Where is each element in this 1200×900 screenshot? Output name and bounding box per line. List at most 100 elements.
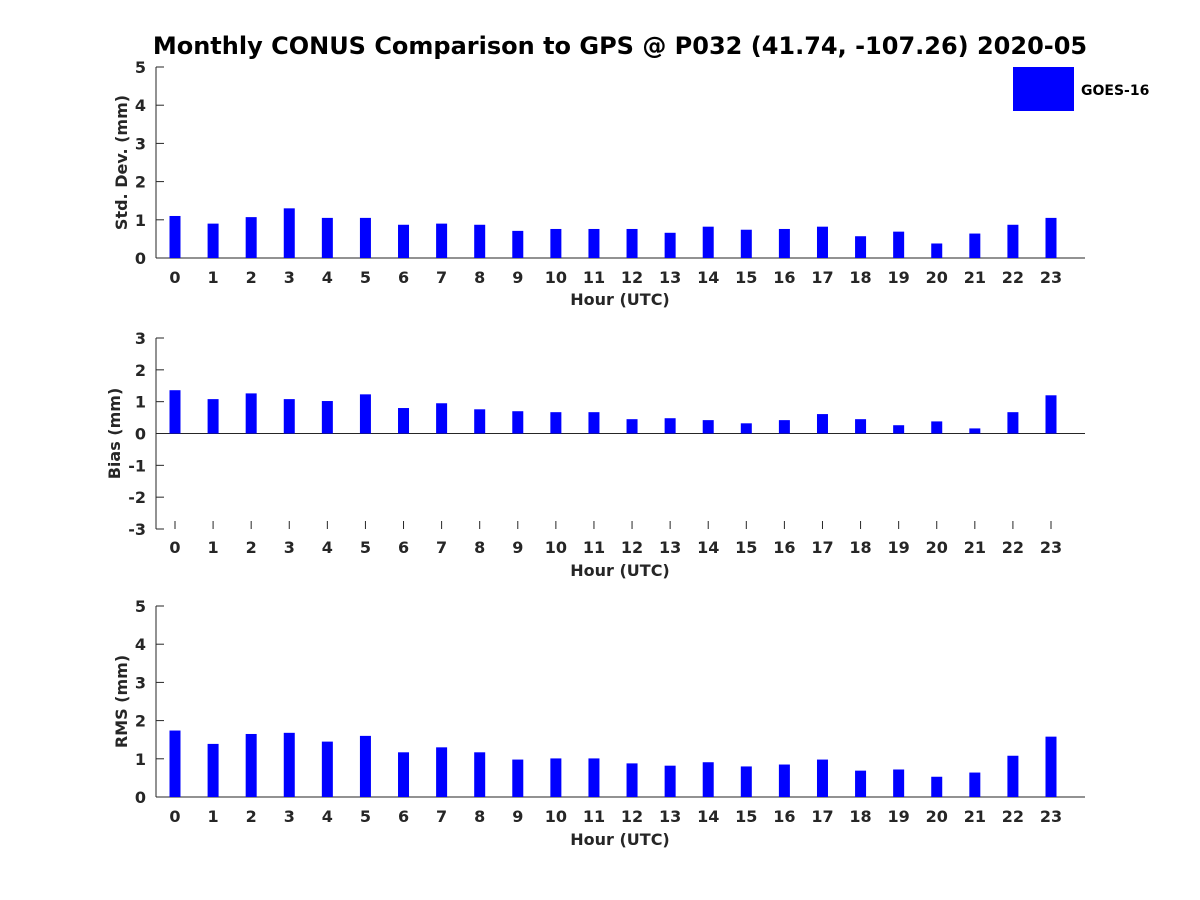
- bias-bar-hour-11: [588, 412, 600, 434]
- rms-bar-hour-21: [969, 772, 981, 797]
- bias-x-tick-label: 13: [659, 538, 681, 557]
- rms-y-tick-label: 4: [135, 635, 146, 654]
- std-dev-bar-hour-14: [702, 226, 714, 258]
- bias-x-tick-label: 17: [811, 538, 833, 557]
- std-dev-x-tick-label: 22: [1002, 268, 1024, 287]
- bias-x-tick-label: 4: [322, 538, 333, 557]
- rms-x-tick-label: 15: [735, 807, 757, 826]
- std-dev-bar-hour-8: [474, 224, 486, 258]
- std-dev-bar-hour-22: [1007, 224, 1019, 258]
- std-dev-bar-hour-23: [1045, 217, 1057, 258]
- chart-title: Monthly CONUS Comparison to GPS @ P032 (…: [153, 32, 1087, 60]
- rms-x-tick-label: 22: [1002, 807, 1024, 826]
- bias-y-tick-label: -3: [128, 520, 146, 539]
- bias-bar-hour-3: [283, 399, 295, 434]
- std-dev-bar-hour-15: [740, 229, 752, 258]
- rms-bar-hour-11: [588, 758, 600, 797]
- std-dev-x-tick-label: 14: [697, 268, 719, 287]
- std-dev-x-tick-label: 11: [583, 268, 605, 287]
- rms-bar-hour-16: [778, 764, 790, 797]
- bias-bar-hour-20: [931, 421, 943, 434]
- legend: GOES-16: [1013, 67, 1149, 111]
- legend-label: GOES-16: [1081, 83, 1149, 99]
- bias-bar-hour-22: [1007, 412, 1019, 434]
- rms-y-tick-label: 5: [135, 597, 146, 616]
- std-dev-bar-hour-7: [436, 223, 448, 258]
- rms-bar-hour-12: [626, 763, 638, 797]
- bias-x-axis-label: Hour (UTC): [570, 561, 670, 580]
- rms-x-tick-label: 2: [246, 807, 257, 826]
- bias-bar-hour-6: [398, 408, 410, 434]
- bias-bar-hour-17: [816, 414, 828, 434]
- bias-x-tick-label: 11: [583, 538, 605, 557]
- std-dev-bar-hour-18: [855, 236, 867, 258]
- bias-x-tick-label: 6: [398, 538, 409, 557]
- rms-bar-hour-1: [207, 743, 219, 797]
- rms-y-tick-label: 2: [135, 712, 146, 731]
- std-dev-x-tick-label: 1: [208, 268, 219, 287]
- rms-x-tick-label: 13: [659, 807, 681, 826]
- bias-y-axis-label: Bias (mm): [105, 388, 124, 480]
- std-dev-bar-hour-2: [245, 217, 257, 258]
- bias-bar-hour-7: [436, 403, 448, 434]
- bias-bar-hour-0: [169, 390, 181, 434]
- std-dev-y-axis-label: Std. Dev. (mm): [112, 95, 131, 230]
- rms-x-tick-label: 12: [621, 807, 643, 826]
- bias-x-tick-label: 19: [888, 538, 910, 557]
- std-dev-x-tick-label: 4: [322, 268, 333, 287]
- bias-bar-hour-12: [626, 419, 638, 434]
- std-dev-bar-hour-4: [321, 217, 333, 258]
- bias-bar-hour-15: [740, 423, 752, 434]
- std-dev-bar-hour-6: [398, 224, 410, 258]
- std-dev-x-tick-label: 16: [773, 268, 795, 287]
- rms-bar-hour-23: [1045, 736, 1057, 797]
- bias-y-tick-label: -1: [128, 456, 146, 475]
- rms-bar-hour-8: [474, 752, 486, 797]
- rms-bar-hour-17: [816, 759, 828, 797]
- std-dev-x-tick-label: 17: [811, 268, 833, 287]
- std-dev-x-tick-label: 2: [246, 268, 257, 287]
- bias-x-tick-label: 18: [849, 538, 871, 557]
- rms-bar-hour-18: [855, 770, 867, 797]
- rms-bar-hour-13: [664, 765, 676, 797]
- bias-x-tick-label: 9: [512, 538, 523, 557]
- bias-x-tick-label: 15: [735, 538, 757, 557]
- std-dev-x-tick-label: 12: [621, 268, 643, 287]
- bias-x-tick-label: 2: [246, 538, 257, 557]
- rms-bar-hour-5: [359, 735, 371, 797]
- rms-x-tick-label: 16: [773, 807, 795, 826]
- std-dev-x-tick-label: 21: [964, 268, 986, 287]
- std-dev-bar-hour-3: [283, 208, 295, 258]
- rms-bar-hour-6: [398, 752, 410, 797]
- rms-bar-hour-3: [283, 732, 295, 797]
- std-dev-y-tick-label: 2: [135, 173, 146, 192]
- std-dev-x-tick-label: 9: [512, 268, 523, 287]
- bias-x-tick-label: 12: [621, 538, 643, 557]
- rms-y-axis-label: RMS (mm): [112, 655, 131, 748]
- std-dev-x-tick-label: 3: [284, 268, 295, 287]
- std-dev-x-tick-label: 15: [735, 268, 757, 287]
- bias-x-tick-label: 22: [1002, 538, 1024, 557]
- bias-x-tick-label: 20: [926, 538, 948, 557]
- rms-bar-hour-14: [702, 762, 714, 797]
- std-dev-x-tick-label: 0: [169, 268, 180, 287]
- rms-x-tick-label: 20: [926, 807, 948, 826]
- rms-x-tick-label: 9: [512, 807, 523, 826]
- bias-x-tick-label: 7: [436, 538, 447, 557]
- std-dev-bar-hour-10: [550, 228, 562, 258]
- std-dev-bar-hour-19: [893, 231, 905, 258]
- bias-bar-hour-13: [664, 418, 676, 434]
- bias-y-tick-label: 2: [135, 361, 146, 380]
- bias-y-tick-label: -2: [128, 488, 146, 507]
- rms-x-tick-label: 5: [360, 807, 371, 826]
- bias-x-tick-label: 16: [773, 538, 795, 557]
- bias-x-tick-label: 14: [697, 538, 719, 557]
- rms-x-tick-label: 7: [436, 807, 447, 826]
- rms-bar-hour-15: [740, 766, 752, 797]
- rms-bar-hour-22: [1007, 755, 1019, 797]
- bias-x-tick-label: 3: [284, 538, 295, 557]
- bias-bar-hour-8: [474, 409, 486, 434]
